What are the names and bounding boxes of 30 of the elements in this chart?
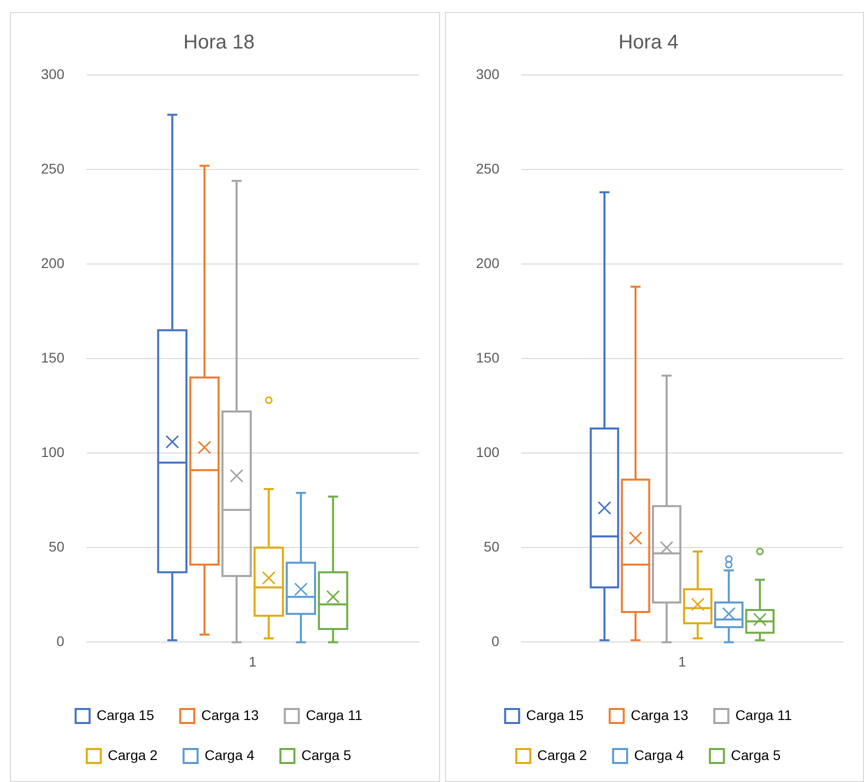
chart-title: Hora 4: [618, 32, 679, 54]
y-tick-label: 150: [41, 349, 65, 366]
legend-label: Carga 2: [537, 746, 588, 763]
legend-label: Carga 4: [634, 746, 684, 763]
legend-label: Carga 13: [201, 706, 260, 723]
legend-label: Carga 5: [301, 746, 352, 763]
x-tick-label: 1: [678, 653, 686, 670]
y-tick-label: 0: [56, 633, 65, 650]
legend-label: Carga 4: [204, 746, 255, 763]
x-tick-label: 1: [248, 653, 257, 670]
chart-title: Hora 18: [183, 32, 255, 54]
legend-label: Carga 2: [108, 746, 158, 763]
y-tick-label: 250: [476, 160, 500, 176]
y-tick-label: 250: [41, 160, 65, 176]
legend-label: Carga 5: [730, 746, 781, 763]
y-tick-label: 0: [492, 633, 500, 650]
y-tick-label: 300: [41, 66, 65, 82]
y-tick-label: 50: [48, 538, 65, 555]
y-tick-label: 200: [41, 254, 65, 271]
legend-label: Carga 15: [96, 706, 154, 723]
y-tick-label: 100: [41, 444, 65, 460]
y-tick-label: 200: [476, 254, 500, 271]
y-tick-label: 100: [476, 444, 500, 460]
legend-label: Carga 11: [306, 706, 363, 723]
legend-label: Carga 15: [526, 706, 584, 723]
y-tick-label: 150: [476, 349, 500, 366]
y-tick-label: 300: [476, 66, 500, 82]
legend-label: Carga 11: [735, 706, 792, 723]
legend-label: Carga 13: [630, 706, 689, 723]
y-tick-label: 50: [484, 538, 500, 555]
